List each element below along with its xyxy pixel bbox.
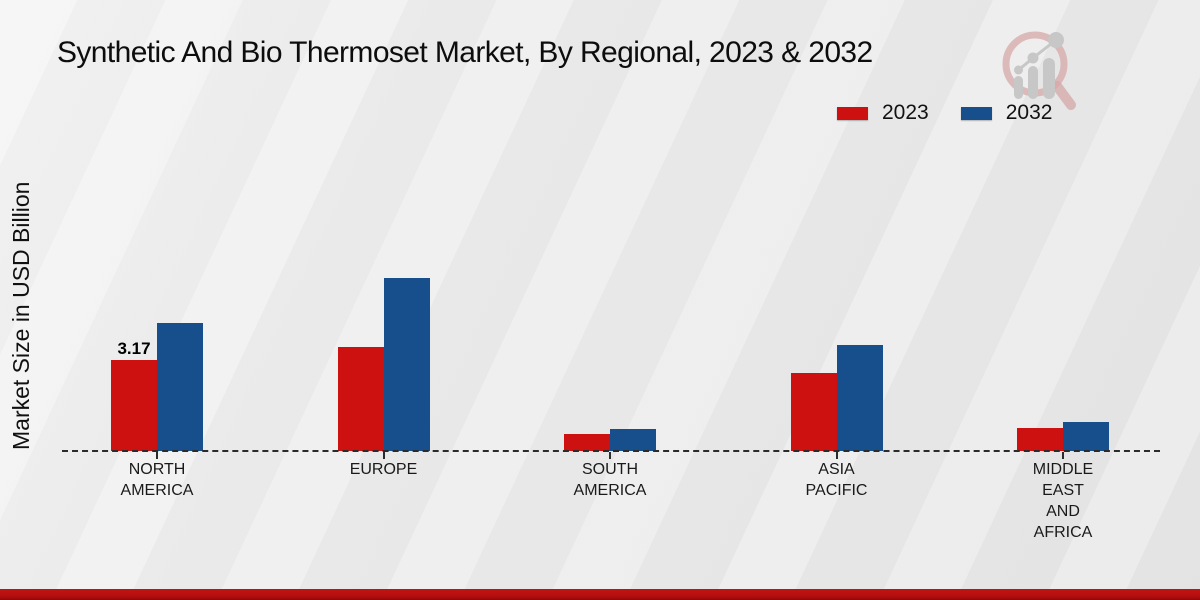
- bar-value-label: 3.17: [117, 339, 151, 359]
- bar-2023-middle-east-and-africa: [1017, 428, 1063, 451]
- bar-2023-south-america: [564, 434, 610, 451]
- x-axis-label-south-america: SOUTH AMERICA: [573, 461, 647, 499]
- x-axis-tick-middle-east-and-africa: [1062, 452, 1064, 459]
- x-axis-tick-south-america: [609, 452, 611, 459]
- footer-accent-bar: [0, 589, 1200, 600]
- legend-label-2032: 2032: [1005, 101, 1053, 124]
- legend-swatch-2023: [837, 106, 868, 120]
- bar-2032-north-america: [157, 322, 203, 451]
- bar-2023-europe: [337, 347, 384, 451]
- legend: 2023 2032: [837, 101, 1052, 125]
- legend-item-2032: 2032: [960, 101, 1053, 125]
- bar-2023-asia-pacific: [790, 372, 837, 451]
- magnifier-bar-chart-logo-icon: [997, 26, 1079, 114]
- bar-2032-europe: [383, 278, 430, 451]
- x-axis-label-europe: EUROPE: [349, 461, 418, 478]
- bar-2032-south-america: [610, 428, 656, 451]
- bar-2023-north-america: [111, 360, 157, 451]
- bar-2032-middle-east-and-africa: [1063, 422, 1109, 451]
- legend-item-2023: 2023: [837, 101, 929, 125]
- legend-label-2023: 2023: [882, 101, 929, 124]
- x-axis-label-asia-pacific: ASIA PACIFIC: [805, 461, 868, 499]
- chart-title: Synthetic And Bio Thermoset Market, By R…: [57, 36, 873, 69]
- legend-swatch-2032: [960, 106, 992, 120]
- x-axis-label-north-america: NORTH AMERICA: [120, 461, 194, 499]
- x-axis-tick-europe: [382, 452, 385, 459]
- x-axis-line: [62, 450, 1160, 452]
- x-axis-tick-north-america: [156, 452, 158, 459]
- bar-2032-asia-pacific: [836, 345, 883, 451]
- x-axis-label-middle-east-and-africa: MIDDLE EAST AND AFRICA: [1032, 461, 1094, 541]
- x-axis-tick-asia-pacific: [835, 452, 838, 459]
